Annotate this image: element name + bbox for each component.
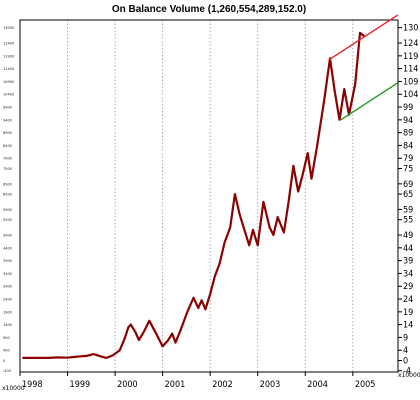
right-tick-label: 29 xyxy=(403,282,413,292)
right-tick-label: 39 xyxy=(403,257,413,267)
right-tick-label: 65 xyxy=(403,190,413,200)
left-tick-label: 6500 xyxy=(3,193,12,197)
right-tick-label: 9 xyxy=(403,333,408,343)
x-axis: 1998 1999 2000 2001 2002 2003 2004 2005 xyxy=(19,372,376,390)
left-tick-label: 4900 xyxy=(3,234,12,238)
x-tick-label: 1998 xyxy=(22,380,43,390)
right-tick-label: 84 xyxy=(403,141,413,151)
right-tick-label: -4 xyxy=(403,367,411,377)
left-tick-label: 11400 xyxy=(3,67,14,71)
left-tick-label: 10400 xyxy=(3,93,14,97)
right-axis-unit-label: x10000 xyxy=(398,372,420,379)
right-tick-label: 59 xyxy=(403,205,413,215)
right-tick-label: 94 xyxy=(403,116,413,126)
right-tick-label: 109 xyxy=(403,77,418,87)
left-tick-label: 7900 xyxy=(3,157,12,161)
trendlines xyxy=(328,14,399,121)
x-tick-label: 1999 xyxy=(70,380,91,390)
plot-border xyxy=(19,19,399,373)
right-tick-label: 130 xyxy=(403,24,418,34)
right-tick-label: 0 xyxy=(403,356,408,366)
left-tick-label: 5500 xyxy=(3,218,12,222)
left-tick-label: 900 xyxy=(3,336,10,340)
left-tick-label: 5900 xyxy=(3,208,12,212)
right-tick-label: 44 xyxy=(403,244,413,254)
right-tick-label: 104 xyxy=(403,90,418,100)
plot-frame xyxy=(19,19,399,373)
left-tick-label: 3900 xyxy=(3,259,12,263)
left-axis-unit-label: x10000 xyxy=(2,385,25,392)
right-axis: 1301241191141091049994898479756965595549… xyxy=(398,24,418,377)
left-tick-label: 2900 xyxy=(3,285,12,289)
right-tick-label: 124 xyxy=(403,39,418,49)
left-tick-label: 4400 xyxy=(3,246,12,250)
left-tick-label: 13000 xyxy=(3,26,14,30)
right-tick-label: 99 xyxy=(403,103,413,113)
left-tick-label: 6900 xyxy=(3,182,12,186)
left-tick-label: 10900 xyxy=(3,80,14,84)
right-tick-label: 114 xyxy=(403,65,418,75)
trendline-0 xyxy=(328,14,399,61)
left-tick-label: 12400 xyxy=(3,42,14,46)
x-tick-label: 2005 xyxy=(355,380,376,390)
right-tick-label: 4 xyxy=(403,346,408,356)
left-tick-label: 1900 xyxy=(3,310,12,314)
left-axis: 13000 12400 11900 11400 10900 10400 9900 9400 89… xyxy=(3,26,14,373)
left-tick-label: 3400 xyxy=(3,272,12,276)
right-tick-label: 19 xyxy=(403,308,413,318)
right-tick-label: 75 xyxy=(403,164,413,174)
chart-title: On Balance Volume (1,260,554,289,152.0) xyxy=(112,4,306,15)
vertical-gridlines xyxy=(19,20,354,372)
right-tick-label: 14 xyxy=(403,321,413,331)
x-tick-label: 2004 xyxy=(307,380,328,390)
obv-series xyxy=(22,31,366,359)
left-tick-label: 1400 xyxy=(3,323,12,327)
left-tick-label: 11900 xyxy=(3,54,14,58)
left-tick-label: 7500 xyxy=(3,167,12,171)
left-tick-label: 8900 xyxy=(3,131,12,135)
right-tick-label: 24 xyxy=(403,295,413,305)
left-tick-label: 9400 xyxy=(3,118,12,122)
x-tick-label: 2002 xyxy=(212,380,233,390)
right-tick-label: 34 xyxy=(403,269,413,279)
right-tick-label: 55 xyxy=(403,216,413,226)
trendline-1 xyxy=(340,82,399,121)
left-tick-label: 2400 xyxy=(3,298,12,302)
left-tick-label: 9900 xyxy=(3,106,12,110)
right-tick-label: 79 xyxy=(403,154,413,164)
left-tick-label: 400 xyxy=(3,349,10,353)
x-tick-label: 2000 xyxy=(117,380,138,390)
x-tick-label: 2001 xyxy=(165,380,186,390)
left-tick-label: 8400 xyxy=(3,144,12,148)
right-tick-label: 49 xyxy=(403,231,413,241)
x-tick-label: 2003 xyxy=(260,380,281,390)
right-tick-label: 69 xyxy=(403,180,413,190)
right-tick-label: 89 xyxy=(403,129,413,139)
left-tick-label: 0 xyxy=(3,359,5,363)
left-tick-label: -400 xyxy=(3,369,11,373)
series-line-0 xyxy=(22,31,366,359)
right-tick-label: 119 xyxy=(403,52,418,62)
